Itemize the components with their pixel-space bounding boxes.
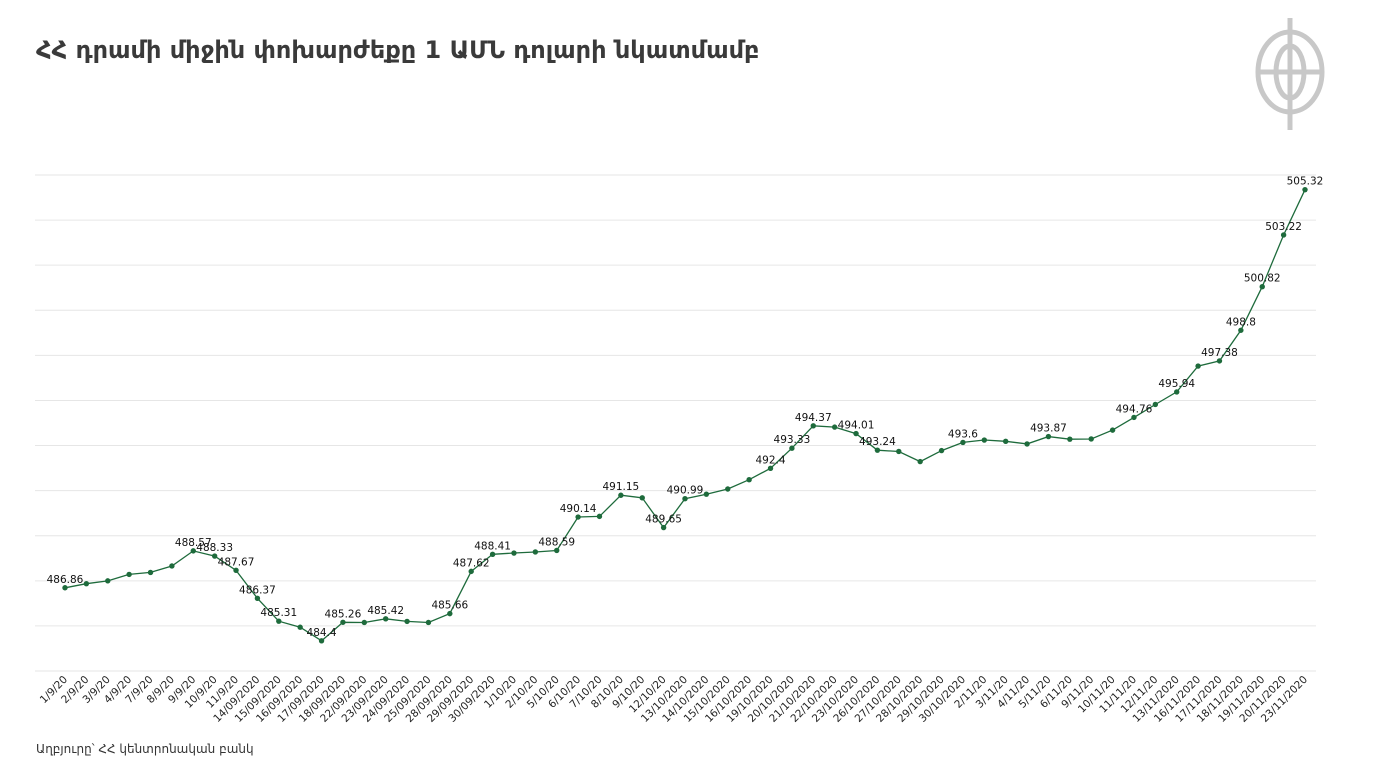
- data-point: [254, 595, 261, 602]
- data-label: 488.57: [175, 537, 212, 549]
- data-point: [297, 624, 303, 630]
- data-point: [789, 445, 795, 451]
- data-point: [105, 578, 111, 584]
- data-label: 498.8: [1226, 316, 1256, 328]
- data-point: [382, 616, 389, 622]
- data-point: [746, 477, 752, 483]
- data-label: 490.14: [560, 503, 597, 515]
- data-point: [1238, 327, 1244, 333]
- data-label: 485.42: [367, 605, 404, 617]
- data-point: [1067, 436, 1073, 442]
- data-point: [810, 423, 816, 429]
- data-point: [596, 513, 603, 520]
- data-point: [1280, 232, 1287, 238]
- data-label: 497.38: [1201, 347, 1238, 359]
- data-label: 485.66: [431, 600, 468, 612]
- data-point: [511, 550, 517, 556]
- data-label: 487.67: [218, 556, 255, 568]
- data-point: [62, 585, 68, 591]
- data-point: [1259, 284, 1265, 290]
- data-label: 486.37: [239, 584, 276, 596]
- data-label: 486.86: [47, 574, 84, 586]
- data-point: [1024, 441, 1030, 447]
- data-label: 494.76: [1116, 403, 1153, 415]
- data-label: 485.31: [260, 607, 297, 619]
- data-label: 503.22: [1265, 221, 1302, 233]
- data-point: [639, 495, 645, 501]
- data-point: [169, 563, 175, 569]
- chart-title: ՀՀ դրամի միջին փոխարժեքը 1 ԱՄՆ դոլարի նկ…: [36, 36, 760, 64]
- data-label: 493.87: [1030, 423, 1067, 435]
- data-point: [233, 567, 239, 573]
- data-point: [1088, 436, 1094, 442]
- data-point: [190, 548, 196, 554]
- data-point: [725, 486, 731, 492]
- data-label: 488.41: [474, 540, 511, 552]
- data-point: [960, 439, 966, 446]
- data-point: [1216, 358, 1223, 364]
- data-point: [361, 619, 368, 626]
- data-label: 487.62: [453, 557, 490, 569]
- data-label: 493.6: [948, 428, 978, 440]
- data-label: 490.99: [667, 485, 704, 497]
- data-point: [554, 547, 560, 554]
- data-point: [276, 618, 282, 624]
- data-point: [831, 424, 838, 430]
- data-label: 493.33: [774, 434, 811, 446]
- data-label: 484.4: [307, 627, 337, 639]
- data-point: [874, 447, 881, 453]
- data-point: [447, 610, 453, 617]
- data-point: [532, 549, 539, 555]
- data-point: [575, 514, 581, 520]
- data-point: [981, 437, 988, 443]
- data-point: [938, 447, 945, 454]
- data-point: [660, 524, 667, 531]
- data-label: 492.4: [755, 454, 785, 466]
- data-point: [340, 619, 346, 625]
- data-label: 485.26: [325, 608, 362, 620]
- data-point: [1174, 389, 1180, 395]
- data-label: 493.24: [859, 436, 896, 448]
- data-point: [126, 571, 132, 578]
- data-point: [147, 569, 154, 576]
- data-label: 500.82: [1244, 273, 1281, 285]
- data-point: [767, 465, 774, 471]
- data-label: 489.65: [645, 514, 682, 526]
- data-point: [468, 568, 474, 575]
- data-point: [1152, 401, 1159, 408]
- data-point: [703, 491, 710, 497]
- data-point: [211, 553, 218, 559]
- data-point: [1131, 414, 1137, 421]
- data-point: [853, 430, 859, 437]
- data-label: 494.37: [795, 412, 832, 424]
- data-label: 495.94: [1158, 378, 1195, 390]
- data-label: 505.32: [1287, 176, 1324, 188]
- data-point: [917, 458, 923, 465]
- data-label: 494.01: [838, 420, 875, 432]
- data-point: [404, 618, 410, 625]
- data-point: [1045, 433, 1052, 440]
- data-point: [489, 551, 496, 558]
- data-point: [618, 492, 624, 498]
- data-point: [1109, 427, 1116, 433]
- source-note: Աղբյուրը՝ ՀՀ կենտրոնական բանկ: [36, 742, 254, 756]
- data-point: [682, 495, 688, 502]
- data-point: [1195, 363, 1201, 369]
- data-point: [83, 580, 90, 587]
- bank-logo-icon: [1255, 18, 1325, 130]
- data-point: [425, 619, 432, 626]
- data-point: [896, 448, 902, 455]
- data-point: [1002, 438, 1009, 445]
- data-label: 488.59: [538, 536, 575, 548]
- data-point: [1302, 186, 1308, 193]
- data-point: [318, 638, 325, 644]
- data-label: 488.33: [196, 542, 233, 554]
- data-label: 491.15: [602, 481, 639, 493]
